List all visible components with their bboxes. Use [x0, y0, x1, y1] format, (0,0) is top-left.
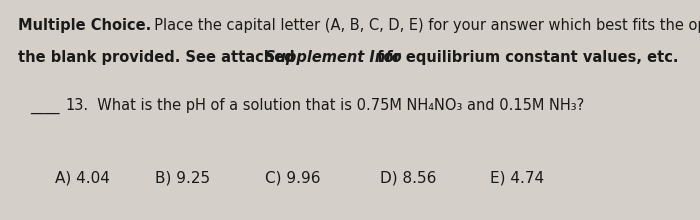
Text: ____: ____: [30, 99, 60, 114]
Text: E) 4.74: E) 4.74: [490, 170, 544, 185]
Text: Place the capital letter (A, B, C, D, E) for your answer which best fits the opt: Place the capital letter (A, B, C, D, E)…: [145, 18, 700, 33]
Text: A) 4.04: A) 4.04: [55, 170, 110, 185]
Text: D) 8.56: D) 8.56: [380, 170, 436, 185]
Text: for equilibrium constant values, etc.: for equilibrium constant values, etc.: [372, 50, 678, 65]
Text: B) 9.25: B) 9.25: [155, 170, 210, 185]
Text: What is the pH of a solution that is 0.75M NH₄NO₃ and 0.15M NH₃?: What is the pH of a solution that is 0.7…: [88, 98, 584, 113]
Text: 13.: 13.: [65, 98, 88, 113]
Text: the blank provided. See attached: the blank provided. See attached: [18, 50, 300, 65]
Text: C) 9.96: C) 9.96: [265, 170, 321, 185]
Text: Supplement Info: Supplement Info: [265, 50, 402, 65]
Text: Multiple Choice.: Multiple Choice.: [18, 18, 151, 33]
